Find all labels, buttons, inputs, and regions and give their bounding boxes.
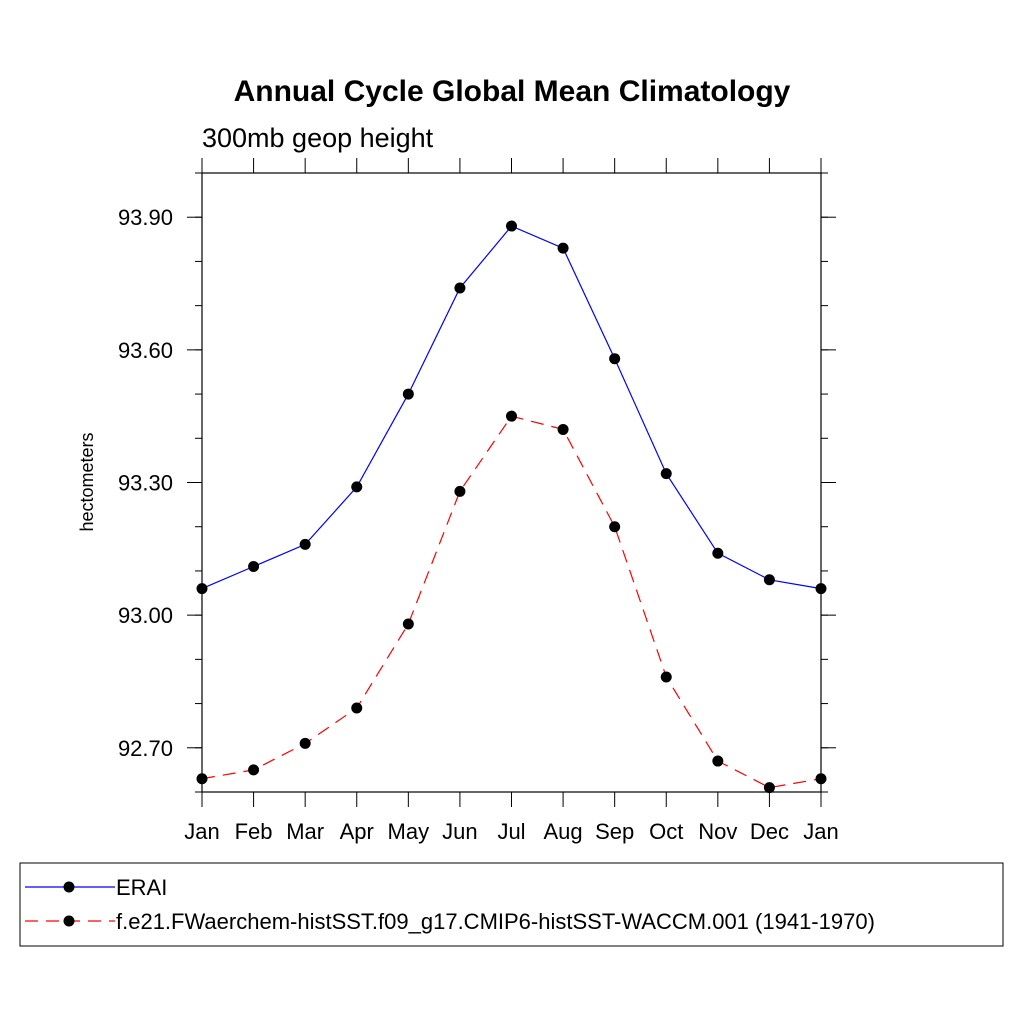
plot-frame — [201, 172, 822, 793]
data-point — [712, 547, 724, 559]
data-point — [660, 671, 672, 683]
data-point — [815, 773, 827, 785]
data-point — [763, 782, 775, 794]
x-tick-label: Nov — [698, 819, 737, 844]
y-tick-label: 93.90 — [118, 205, 173, 230]
x-tick-label: Mar — [286, 819, 324, 844]
series-line — [201, 415, 822, 789]
data-point — [351, 481, 363, 493]
data-point — [609, 521, 621, 533]
y-tick-label: 93.30 — [118, 471, 173, 496]
series-0 — [196, 220, 827, 595]
x-tick-label: Jun — [442, 819, 477, 844]
data-point — [196, 773, 208, 785]
y-tick-label: 93.60 — [118, 338, 173, 363]
data-point — [351, 702, 363, 714]
legend-item-1: f.e21.FWaerchem-histSST.f09_g17.CMIP6-hi… — [25, 909, 875, 934]
y-axis-label: hectometers — [77, 432, 97, 531]
y-tick-label: 92.70 — [118, 736, 173, 761]
data-point — [299, 538, 311, 550]
data-point — [506, 410, 517, 422]
series-1 — [196, 410, 827, 794]
data-point — [557, 242, 569, 254]
chart-subtitle: 300mb geop height — [202, 123, 434, 153]
legend-box — [19, 862, 1004, 947]
x-tick-label: May — [388, 819, 430, 844]
series-layer — [196, 220, 827, 794]
data-point — [402, 388, 414, 400]
x-tick-labels: Jan Feb Mar Apr May Jun Jul Aug Sep Oct Nov Dec Jan — [184, 819, 838, 844]
axis-ticks — [187, 158, 836, 807]
x-tick-label: Feb — [235, 819, 273, 844]
data-point — [196, 583, 208, 595]
legend-label: ERAI — [116, 875, 167, 900]
legend-marker — [63, 881, 75, 893]
data-point — [248, 764, 260, 776]
y-tick-label: 93.00 — [118, 603, 173, 628]
data-point — [712, 755, 724, 767]
legend-label: f.e21.FWaerchem-histSST.f09_g17.CMIP6-hi… — [116, 909, 875, 934]
x-tick-label: Apr — [340, 819, 374, 844]
chart-title: Annual Cycle Global Mean Climatology — [234, 75, 791, 108]
series-line — [201, 225, 822, 590]
y-tick-labels: 93.90 93.60 93.30 93.00 92.70 — [118, 205, 173, 761]
data-point — [506, 220, 517, 232]
legend-marker — [63, 915, 75, 927]
x-tick-label: Oct — [649, 819, 683, 844]
data-point — [454, 282, 466, 294]
data-point — [660, 468, 672, 480]
x-tick-label: Aug — [544, 819, 583, 844]
x-tick-label: Jan — [803, 819, 838, 844]
x-tick-label: Sep — [595, 819, 634, 844]
legend: ERAI f.e21.FWaerchem-histSST.f09_g17.CMIP… — [19, 862, 1004, 947]
data-point — [454, 485, 466, 497]
data-point — [763, 574, 775, 586]
data-point — [299, 737, 311, 749]
x-tick-label: Jul — [497, 819, 525, 844]
data-point — [609, 353, 621, 365]
legend-item-0: ERAI — [25, 875, 167, 900]
data-point — [402, 618, 414, 630]
data-point — [248, 561, 260, 573]
x-tick-label: Dec — [750, 819, 789, 844]
data-point — [815, 583, 827, 595]
data-point — [557, 423, 569, 435]
x-tick-label: Jan — [184, 819, 219, 844]
